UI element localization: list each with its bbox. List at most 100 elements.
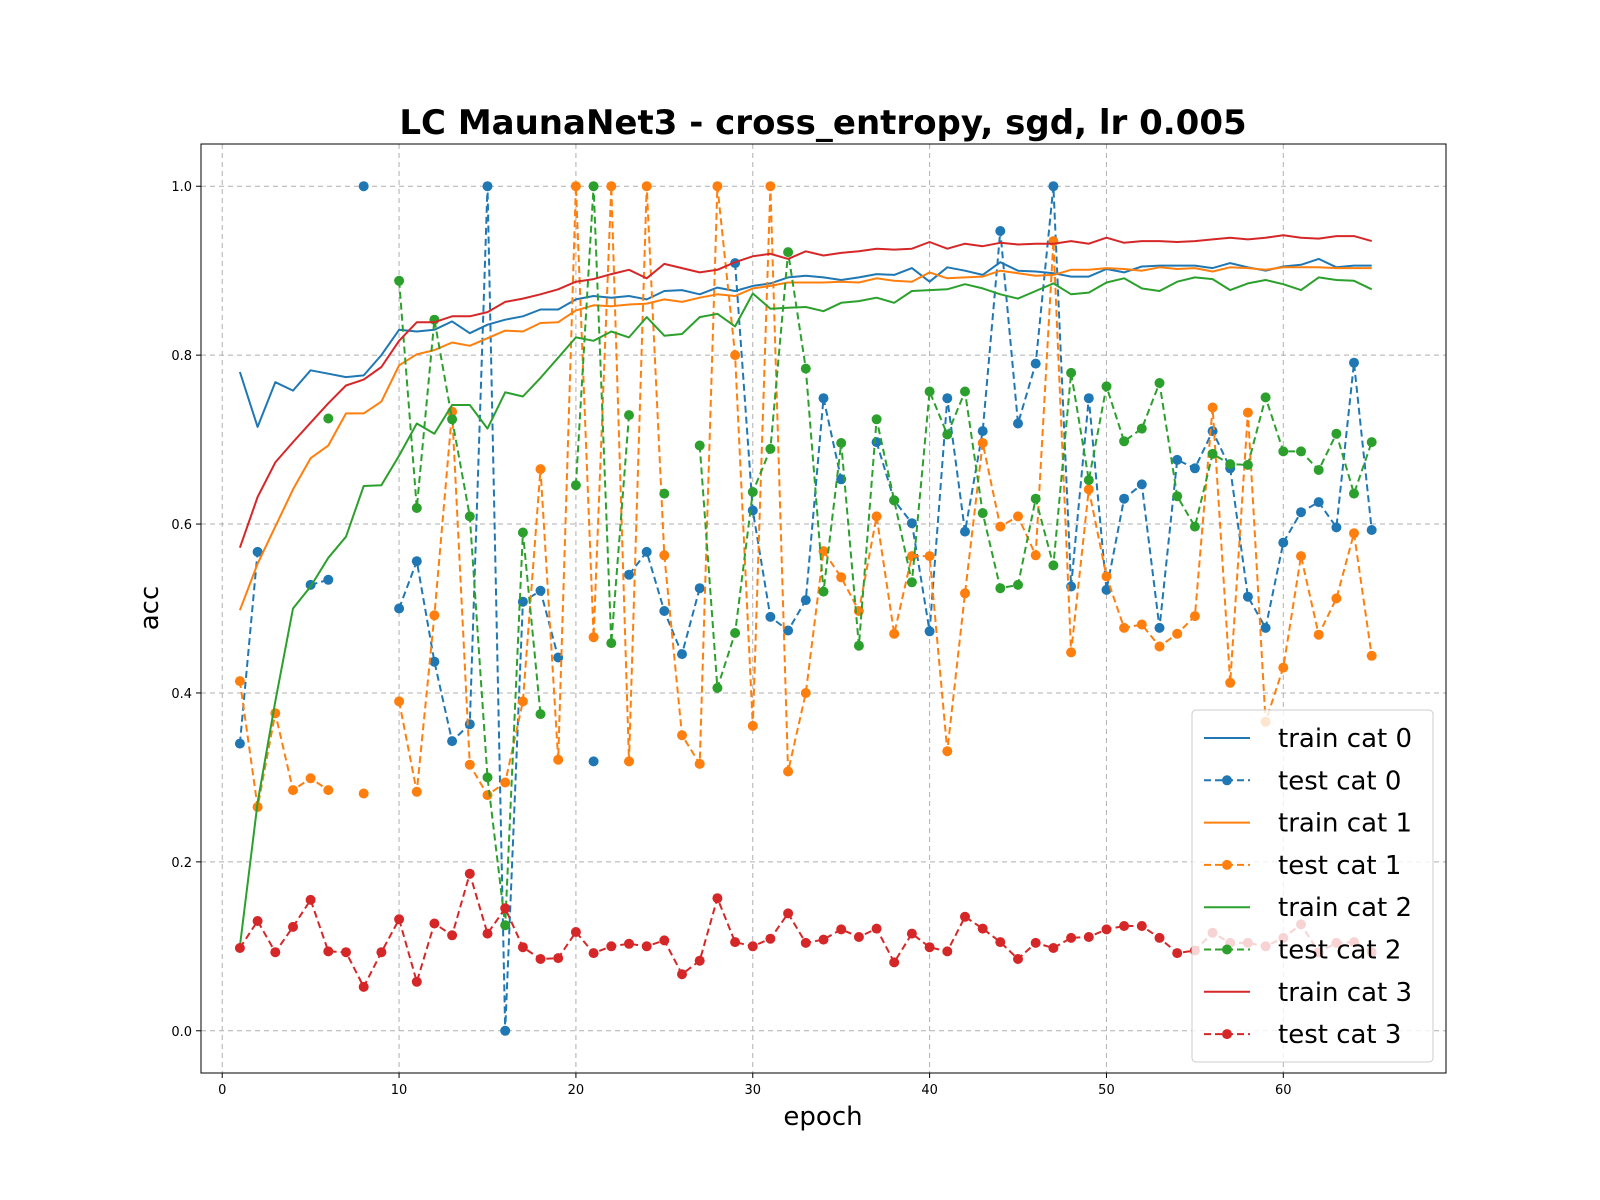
data-point (270, 947, 281, 958)
legend: train cat 0 test cat 0 train cat 1 test cat… (1191, 709, 1434, 1063)
data-point (677, 730, 687, 741)
data-point (977, 923, 988, 934)
x-tick-label: 0 (218, 1083, 226, 1098)
data-point (730, 937, 741, 948)
data-point (358, 181, 369, 192)
data-point (1349, 357, 1359, 368)
data-point (924, 942, 935, 953)
data-point (553, 953, 564, 964)
data-point (677, 969, 687, 980)
data-point (411, 556, 422, 567)
data-point (977, 508, 988, 519)
data-point (694, 440, 705, 451)
data-point (1278, 446, 1289, 457)
data-point (500, 1025, 511, 1036)
data-point (1119, 493, 1130, 504)
data-point (1189, 463, 1200, 474)
data-point (1083, 484, 1094, 495)
data-point (1013, 511, 1023, 522)
data-point (500, 903, 511, 914)
legend-label: train cat 2 (1278, 893, 1412, 923)
data-point (482, 772, 493, 783)
data-point (1260, 392, 1271, 403)
data-point (588, 632, 599, 643)
data-point (1172, 948, 1183, 959)
data-point (942, 746, 953, 757)
data-point (1296, 507, 1306, 518)
data-point (517, 527, 528, 538)
legend-label: test cat 0 (1278, 766, 1401, 796)
data-point (1172, 454, 1183, 465)
data-point (1172, 628, 1183, 639)
data-point (1101, 571, 1112, 582)
series-train-cat-1 (238, 266, 1372, 611)
data-point (411, 503, 422, 513)
data-point (500, 920, 511, 931)
data-point (1048, 943, 1059, 953)
data-point (517, 696, 528, 707)
data-point (1154, 622, 1165, 633)
data-point (447, 930, 458, 941)
data-point (747, 487, 758, 497)
data-point (800, 937, 811, 948)
x-tick-label: 60 (1275, 1083, 1292, 1098)
data-point (1207, 426, 1218, 437)
data-point (1048, 181, 1059, 192)
data-point (305, 773, 316, 784)
data-point (1136, 479, 1147, 490)
data-point (1366, 437, 1377, 448)
data-point (535, 709, 546, 720)
data-point (234, 676, 245, 687)
data-point (517, 942, 528, 953)
data-point (553, 754, 564, 765)
data-point (305, 894, 316, 905)
data-point (924, 386, 935, 397)
data-point (889, 628, 900, 639)
data-point (252, 916, 263, 926)
legend-box (1191, 709, 1434, 1063)
data-point (1119, 436, 1130, 447)
data-point (1101, 381, 1112, 392)
data-point (1030, 358, 1041, 369)
data-point (747, 720, 758, 731)
series-train-cat-2 (238, 276, 1373, 947)
x-tick-label: 10 (391, 1083, 408, 1098)
data-point (606, 638, 617, 649)
data-point (1296, 551, 1306, 562)
data-point (730, 628, 741, 638)
data-point (323, 574, 334, 585)
x-tick-label: 30 (744, 1083, 761, 1098)
data-point (1225, 677, 1236, 688)
data-point (659, 550, 670, 561)
series-line (238, 276, 1373, 947)
data-point (1154, 378, 1165, 388)
data-point (641, 181, 652, 192)
data-point (906, 518, 917, 529)
series-train-cat-0 (238, 257, 1372, 428)
data-point (1189, 521, 1200, 532)
data-point (694, 583, 705, 594)
data-point (960, 911, 970, 922)
data-point (1136, 619, 1147, 630)
data-point (1260, 622, 1271, 633)
data-point (942, 393, 953, 404)
data-point (800, 595, 811, 606)
y-axis-label: acc (135, 586, 165, 631)
data-point (570, 181, 581, 192)
data-point (995, 521, 1006, 532)
data-point (288, 921, 298, 932)
data-point (394, 696, 405, 707)
data-point (606, 941, 617, 952)
data-point (1331, 428, 1342, 439)
data-point (871, 923, 882, 934)
data-point (535, 464, 546, 475)
legend-swatch-marker (1222, 775, 1232, 786)
data-point (1066, 367, 1077, 378)
data-point (818, 393, 829, 404)
data-point (783, 766, 794, 777)
data-point (906, 577, 917, 588)
data-point (482, 181, 493, 192)
data-point (783, 908, 794, 919)
data-point (1013, 954, 1023, 964)
